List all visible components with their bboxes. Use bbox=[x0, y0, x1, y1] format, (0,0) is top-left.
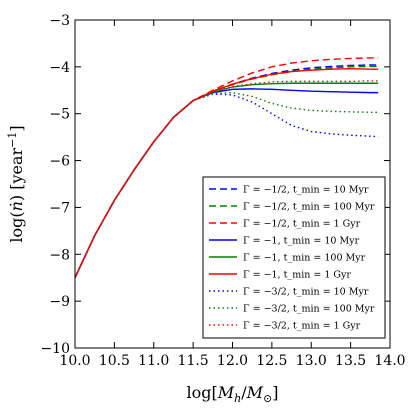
legend-label: Γ = −1/2, t_min = 100 Myr bbox=[243, 202, 375, 213]
x-tick-label: 14.0 bbox=[374, 353, 405, 369]
x-tick-label: 10.0 bbox=[59, 353, 90, 369]
x-tick-label: 12.0 bbox=[217, 353, 248, 369]
series-line-8 bbox=[75, 80, 379, 279]
legend-label: Γ = −3/2, t_min = 10 Myr bbox=[243, 287, 369, 298]
legend-label: Γ = −1/2, t_min = 1 Gyr bbox=[243, 219, 361, 230]
legend-label: Γ = −1, t_min = 1 Gyr bbox=[243, 270, 351, 281]
plot-frame bbox=[74, 19, 391, 349]
y-tick-label: −3 bbox=[49, 13, 70, 29]
legend: Γ = −1/2, t_min = 10 Myr Γ = −1/2, t_min … bbox=[202, 176, 386, 339]
series-line-5 bbox=[75, 68, 379, 279]
legend-label: Γ = −1, t_min = 10 Myr bbox=[243, 236, 360, 247]
y-tick-label: −7 bbox=[49, 200, 70, 216]
y-tick-label: −5 bbox=[49, 107, 70, 123]
series-layer bbox=[75, 57, 379, 279]
legend-label: Γ = −3/2, t_min = 100 Myr bbox=[243, 304, 375, 315]
x-tick-label: 11.0 bbox=[138, 353, 169, 369]
x-tick-label: 11.5 bbox=[178, 353, 209, 369]
x-tick-label: 13.5 bbox=[335, 353, 366, 369]
ticks-layer: 10.0 10.5 11.0 11.5 12.0 12.5 13.0 13.5 14.0 −10 −… bbox=[40, 13, 405, 369]
x-tick-label: 12.5 bbox=[256, 353, 287, 369]
x-axis-label: log[Mh/M⊙] bbox=[187, 383, 279, 405]
legend-label: Γ = −1, t_min = 100 Myr bbox=[243, 253, 366, 264]
y-tick-label: −9 bbox=[49, 294, 70, 310]
y-tick-label: −6 bbox=[49, 154, 70, 170]
x-tick-label: 13.0 bbox=[296, 353, 327, 369]
legend-label: Γ = −3/2, t_min = 1 Gyr bbox=[243, 321, 361, 332]
y-tick-label: −10 bbox=[40, 341, 70, 357]
x-tick-label: 10.5 bbox=[99, 353, 130, 369]
y-tick-label: −8 bbox=[49, 247, 70, 263]
y-tick-label: −4 bbox=[49, 60, 70, 76]
legend-label: Γ = −1/2, t_min = 10 Myr bbox=[243, 185, 369, 196]
y-axis-label: log(ṅ) [year−1] bbox=[6, 125, 26, 242]
